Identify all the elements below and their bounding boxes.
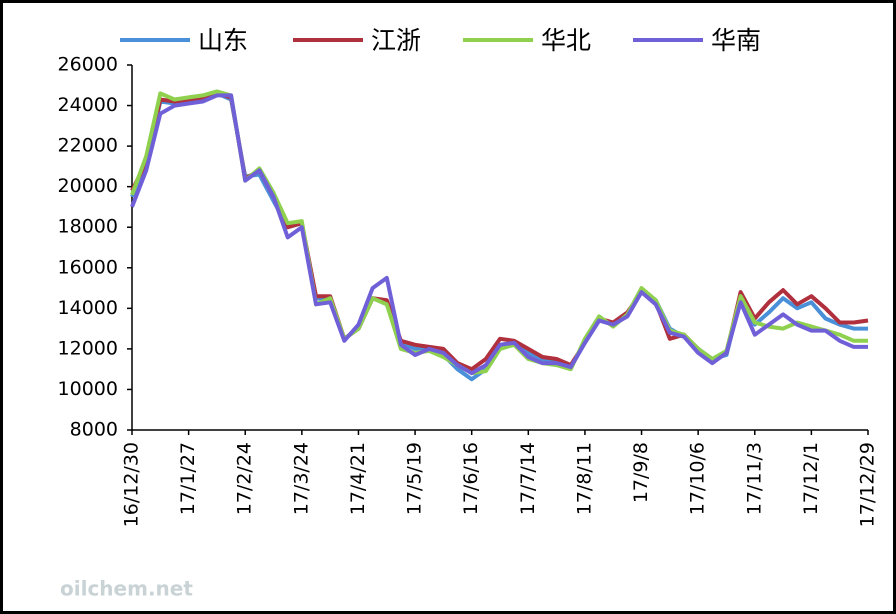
x-tick-label: 17/5/19 bbox=[404, 442, 426, 515]
legend-label: 山东 bbox=[198, 26, 248, 55]
x-tick-label: 17/4/21 bbox=[347, 442, 369, 515]
y-tick-label: 22000 bbox=[58, 135, 118, 157]
x-tick-label: 17/6/16 bbox=[460, 442, 482, 515]
y-tick-label: 16000 bbox=[58, 256, 118, 278]
y-tick-label: 10000 bbox=[58, 378, 118, 400]
y-tick-label: 14000 bbox=[58, 297, 118, 319]
legend-label: 江浙 bbox=[371, 26, 421, 55]
y-tick-label: 8000 bbox=[70, 419, 118, 441]
x-tick-label: 17/9/8 bbox=[630, 442, 652, 503]
y-tick-label: 20000 bbox=[58, 175, 118, 197]
y-tick-label: 26000 bbox=[58, 54, 118, 76]
x-tick-label: 17/10/6 bbox=[687, 442, 709, 515]
x-tick-label: 17/12/29 bbox=[857, 442, 879, 527]
x-tick-label: 17/8/11 bbox=[573, 442, 595, 515]
x-tick-label: 17/2/24 bbox=[234, 442, 256, 515]
x-tick-label: 17/12/1 bbox=[800, 442, 822, 515]
x-tick-label: 16/12/30 bbox=[121, 442, 143, 527]
y-tick-label: 18000 bbox=[58, 216, 118, 238]
legend-label: 华南 bbox=[711, 26, 761, 55]
y-tick-label: 24000 bbox=[58, 94, 118, 116]
x-tick-label: 17/1/27 bbox=[177, 442, 199, 515]
x-tick-label: 17/11/3 bbox=[743, 442, 765, 515]
x-tick-label: 17/7/14 bbox=[517, 442, 539, 515]
legend-label: 华北 bbox=[541, 26, 591, 55]
x-tick-label: 17/3/24 bbox=[290, 442, 312, 515]
watermark: oilchem.net bbox=[60, 577, 193, 601]
series-line bbox=[130, 93, 868, 376]
y-tick-label: 12000 bbox=[58, 337, 118, 359]
